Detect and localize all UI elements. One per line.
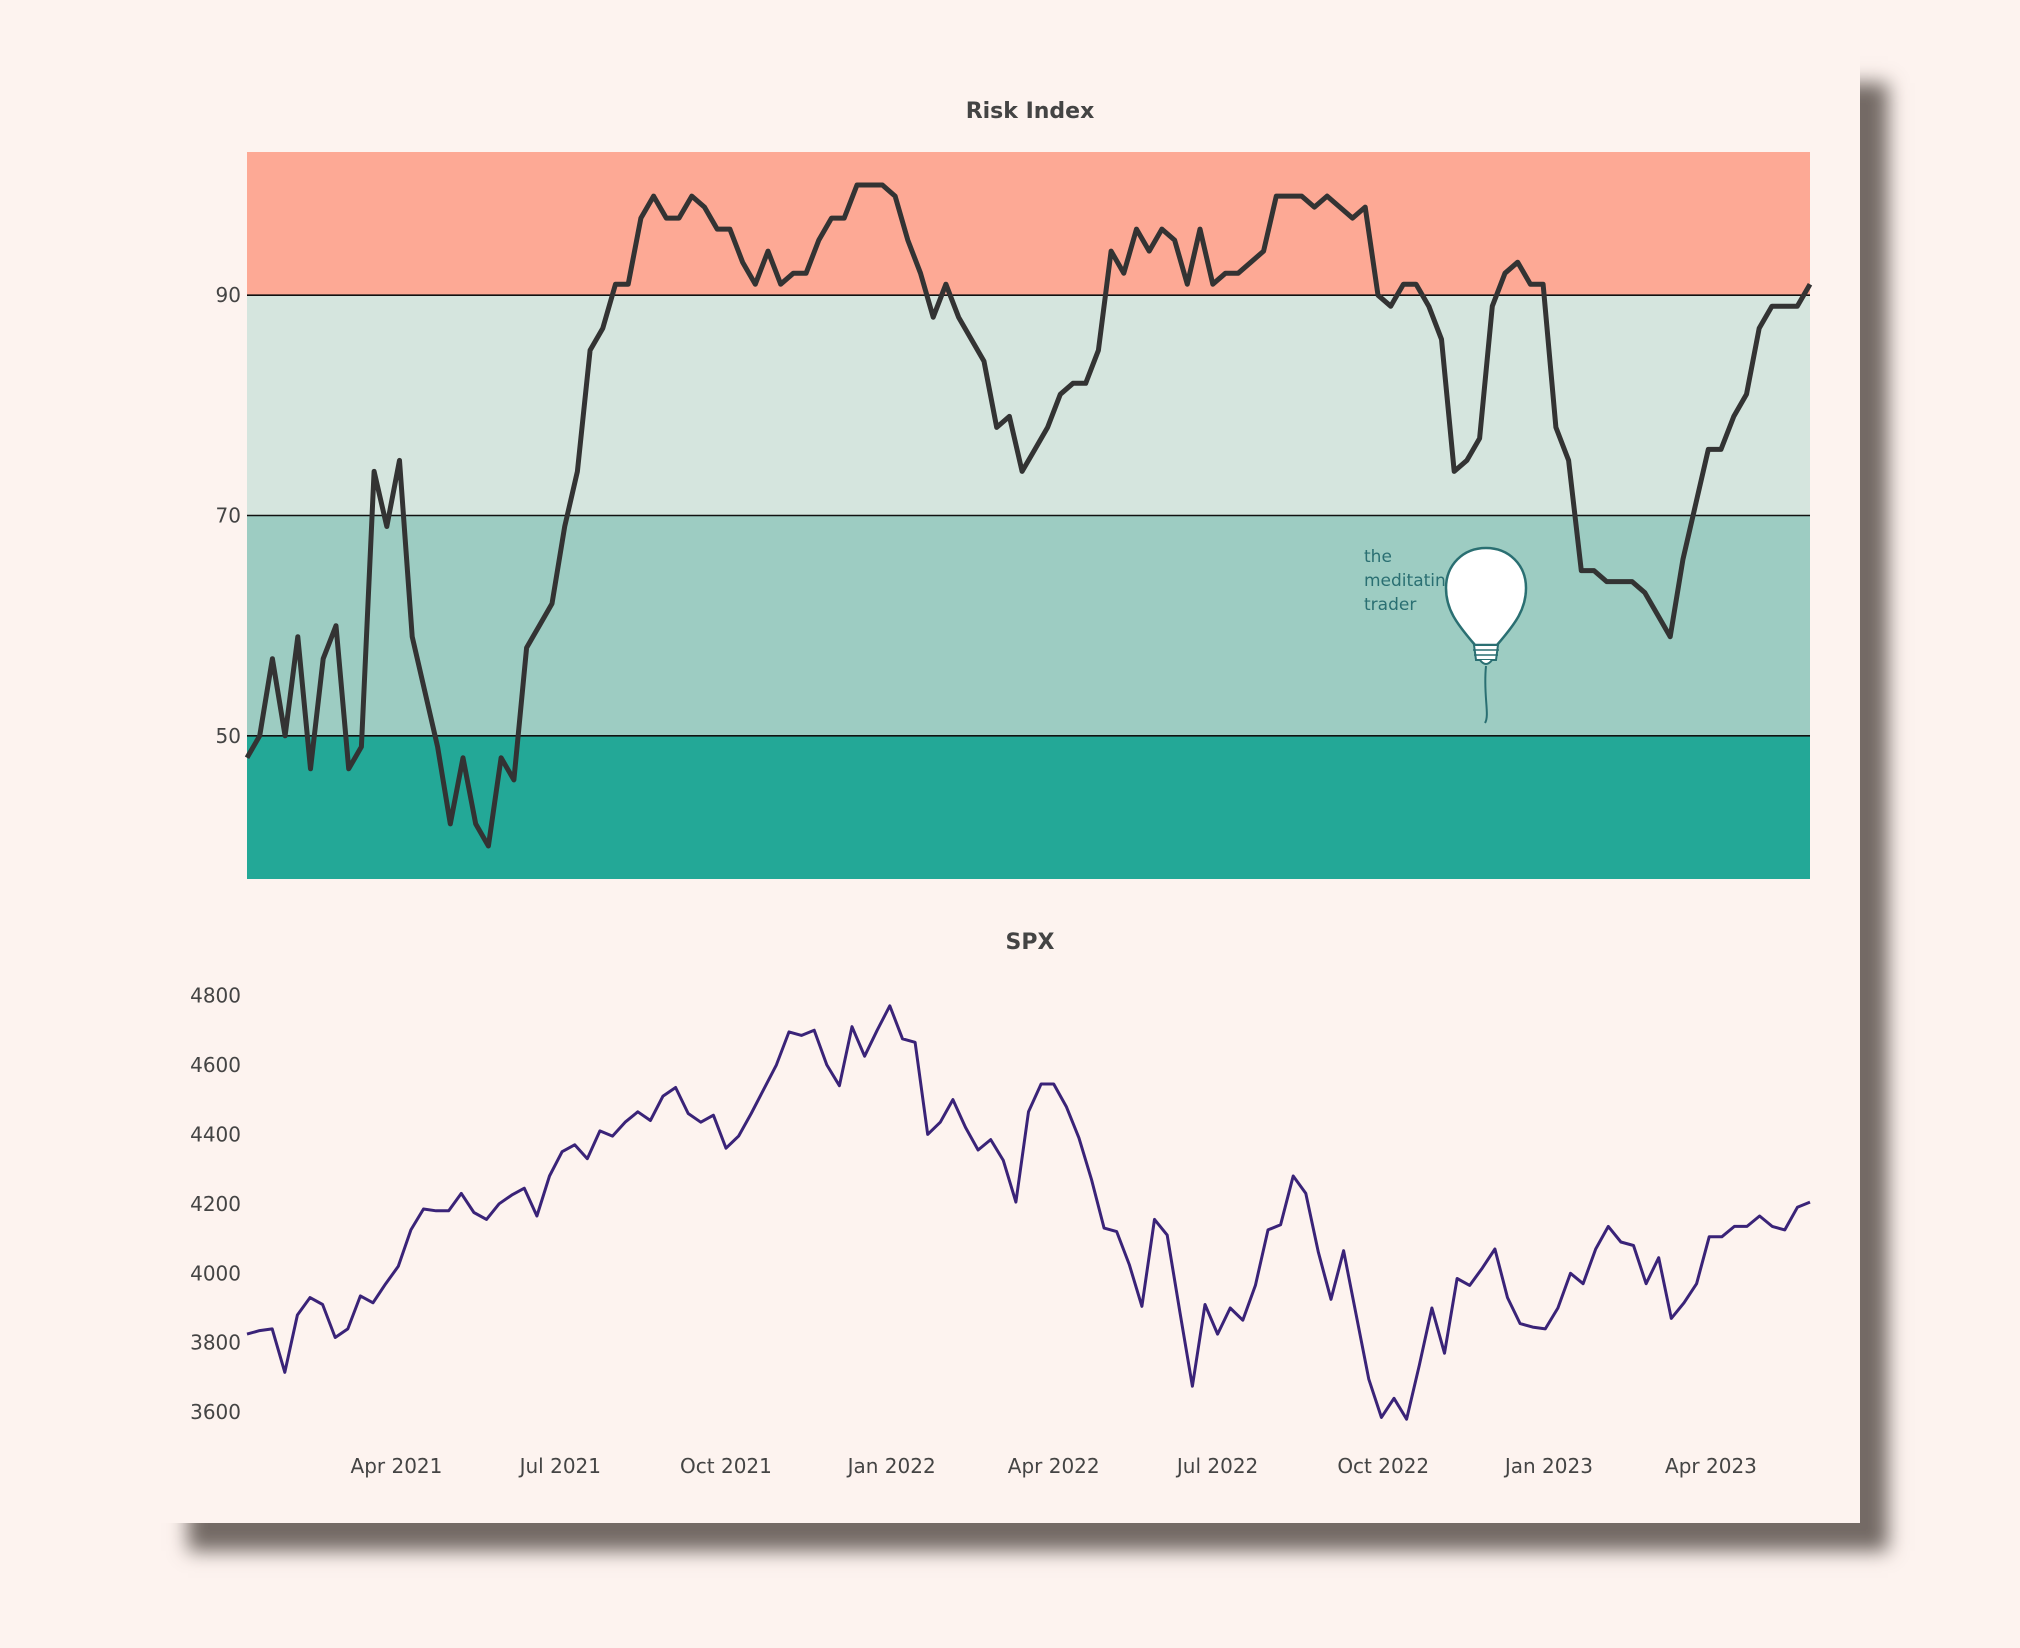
risk-index-chart: Risk Index 50 70 90 the meditating trader — [216, 99, 1813, 879]
spx-x-tick-0: Apr 2021 — [351, 1454, 443, 1478]
spx-x-ticks: Apr 2021 Jul 2021 Oct 2021 Jan 2022 Apr 2022… — [351, 1454, 1757, 1478]
spx-title: SPX — [1006, 930, 1055, 955]
spx-series-line — [246, 1004, 1811, 1421]
spx-x-tick-1: Jul 2021 — [518, 1454, 601, 1478]
spx-y-tick-4800: 4800 — [190, 983, 241, 1007]
risk-band-2 — [247, 515, 1810, 736]
spx-y-tick-4200: 4200 — [190, 1192, 241, 1216]
lightbulb-icon — [1444, 546, 1528, 724]
meditating-trader-logo: the meditating trader — [1364, 546, 1528, 724]
spx-x-tick-2: Oct 2021 — [680, 1454, 772, 1478]
risk-index-title: Risk Index — [966, 99, 1095, 124]
logo-text-line-3: trader — [1364, 595, 1416, 615]
spx-y-tick-4000: 4000 — [190, 1261, 241, 1285]
spx-y-tick-4400: 4400 — [190, 1122, 241, 1146]
risk-band-1 — [247, 295, 1810, 516]
spx-x-tick-8: Apr 2023 — [1665, 1454, 1757, 1478]
chart-card: Risk Index 50 70 90 the meditating trader — [160, 55, 1860, 1523]
spx-y-tick-3600: 3600 — [190, 1400, 241, 1424]
risk-threshold-lines — [247, 294, 1810, 737]
risk-band-3 — [247, 735, 1810, 879]
spx-y-tick-4600: 4600 — [190, 1053, 241, 1077]
spx-x-tick-7: Jan 2023 — [1503, 1454, 1593, 1478]
risk-y-tick-50: 50 — [216, 724, 241, 748]
risk-index-series-line — [244, 182, 1813, 849]
logo-text-line-2: meditating — [1364, 571, 1457, 591]
spx-y-tick-3800: 3800 — [190, 1331, 241, 1355]
charts-canvas: Risk Index 50 70 90 the meditating trader — [190, 99, 1813, 1478]
spx-x-tick-6: Oct 2022 — [1337, 1454, 1429, 1478]
spx-chart: SPX 3600 3800 4000 4200 4400 4600 4800 Apr 202… — [190, 930, 1811, 1478]
spx-x-tick-5: Jul 2022 — [1175, 1454, 1258, 1478]
risk-y-tick-70: 70 — [216, 504, 241, 528]
spx-x-tick-4: Apr 2022 — [1008, 1454, 1100, 1478]
risk-band-0 — [247, 152, 1810, 296]
spx-x-tick-3: Jan 2022 — [846, 1454, 936, 1478]
risk-y-tick-90: 90 — [216, 283, 241, 307]
spx-y-ticks: 3600 3800 4000 4200 4400 4600 4800 — [190, 983, 241, 1424]
logo-text-line-1: the — [1364, 547, 1392, 567]
risk-y-ticks: 50 70 90 — [216, 283, 241, 748]
